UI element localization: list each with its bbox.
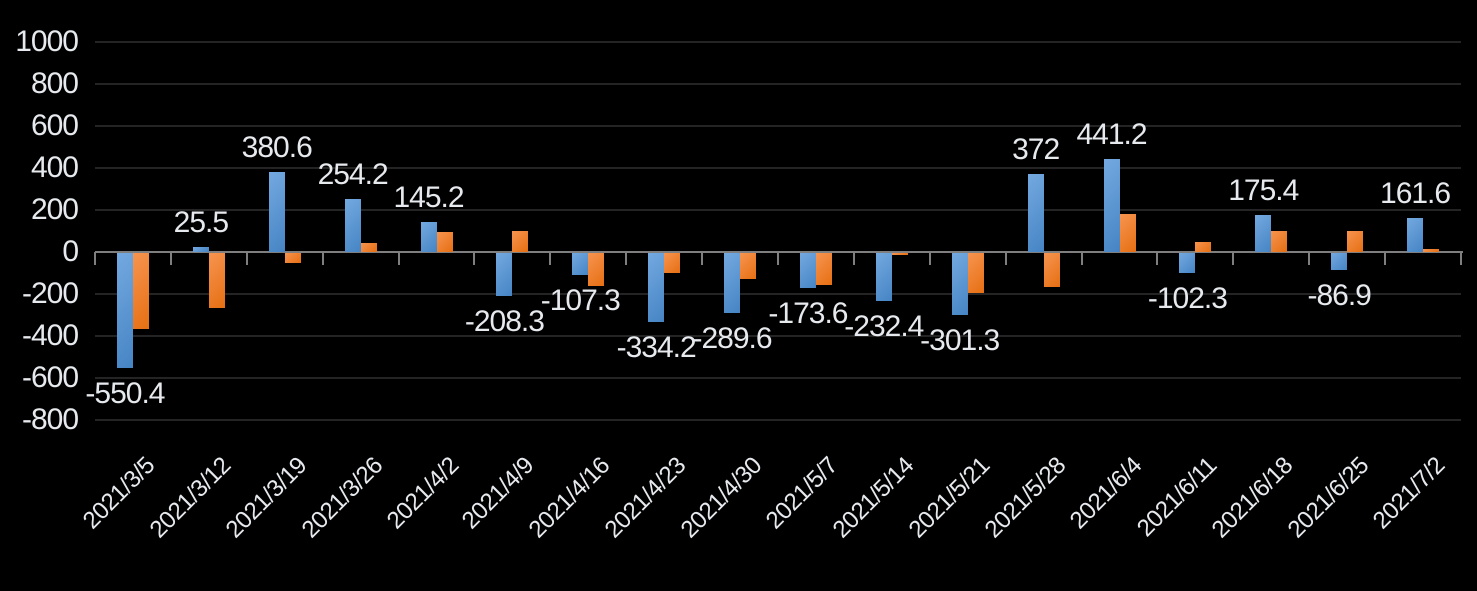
- x-axis-tick: [928, 252, 931, 265]
- bar-orange: [967, 253, 984, 293]
- bar-blue: [799, 253, 816, 289]
- y-axis-label: 200: [30, 193, 79, 226]
- gridline: [95, 419, 1461, 421]
- bar-orange: [1347, 231, 1364, 252]
- bar-orange: [664, 253, 681, 273]
- data-label: -102.3: [1147, 282, 1228, 316]
- bar-orange: [815, 253, 832, 285]
- bar-orange: [436, 232, 453, 252]
- bar-blue: [420, 221, 437, 252]
- bar-orange: [360, 242, 377, 252]
- data-label: 161.6: [1380, 177, 1451, 211]
- gridline: [95, 41, 1461, 43]
- bar-orange: [891, 253, 908, 256]
- x-axis-tick: [549, 252, 552, 265]
- bar-orange: [740, 253, 757, 280]
- gridline: [95, 335, 1461, 337]
- bar-blue: [116, 253, 133, 368]
- x-axis-line: [95, 251, 1463, 253]
- x-axis-tick: [1080, 252, 1083, 265]
- data-label: 25.5: [173, 205, 229, 239]
- bar-blue: [1027, 173, 1044, 252]
- data-label: 145.2: [393, 180, 464, 214]
- gridline: [95, 293, 1461, 295]
- x-axis-tick: [701, 252, 704, 265]
- x-axis-tick: [777, 252, 779, 265]
- bar-blue: [192, 246, 209, 252]
- data-label: -301.3: [920, 324, 1000, 358]
- y-axis-label: 1000: [15, 25, 79, 58]
- data-label: -86.9: [1307, 279, 1371, 313]
- bar-orange: [132, 253, 149, 329]
- x-axis-tick: [1460, 252, 1462, 265]
- bar-orange: [588, 253, 605, 286]
- x-axis-tick: [169, 252, 172, 265]
- x-axis-tick: [321, 252, 324, 265]
- data-label: -208.3: [464, 304, 545, 338]
- bar-orange: [1119, 214, 1136, 252]
- x-axis-tick: [1004, 252, 1007, 265]
- x-axis-tick: [245, 252, 248, 265]
- gridline: [95, 209, 1461, 211]
- bar-blue: [1103, 159, 1120, 252]
- y-axis-label: 800: [30, 67, 79, 100]
- bar-orange: [208, 253, 225, 308]
- y-axis-label: 0: [62, 235, 79, 268]
- bar-orange: [1423, 248, 1440, 252]
- x-axis-tick: [1308, 252, 1311, 265]
- bar-blue: [951, 253, 968, 316]
- gridline: [95, 83, 1461, 85]
- bar-orange: [284, 253, 301, 263]
- gridline: [95, 377, 1461, 379]
- x-axis-tick: [852, 252, 855, 265]
- bar-blue: [268, 172, 285, 252]
- data-label: -289.6: [692, 321, 773, 355]
- bar-orange: [1195, 241, 1212, 252]
- y-axis-label: 400: [30, 151, 79, 184]
- y-axis-label: -200: [21, 277, 79, 310]
- bar-blue: [572, 253, 589, 275]
- x-axis-tick: [1232, 252, 1235, 265]
- data-label: 372: [1012, 132, 1060, 166]
- bar-blue: [496, 253, 513, 296]
- bar-blue: [648, 253, 665, 323]
- x-axis-tick: [397, 252, 400, 265]
- gridline: [95, 125, 1461, 127]
- bar-blue: [1255, 215, 1272, 252]
- bar-blue: [344, 198, 361, 252]
- bar-orange: [1271, 231, 1288, 252]
- data-label: 254.2: [317, 157, 389, 191]
- x-axis-tick: [1156, 252, 1159, 265]
- data-label: -550.4: [85, 376, 165, 410]
- gridline: [95, 167, 1461, 169]
- bar-blue: [1331, 253, 1348, 271]
- y-axis-label: -800: [21, 403, 79, 436]
- y-axis-label: 600: [30, 109, 79, 142]
- bar-blue: [724, 253, 741, 313]
- bar-orange: [512, 231, 529, 252]
- x-axis-tick: [94, 252, 96, 265]
- data-label: -334.2: [616, 331, 697, 365]
- data-label: -107.3: [540, 283, 621, 317]
- x-axis-tick: [625, 252, 628, 265]
- y-axis-label: -600: [21, 361, 79, 394]
- data-label: 380.6: [241, 131, 313, 165]
- x-axis-tick: [1384, 252, 1387, 265]
- data-label: 441.2: [1076, 118, 1147, 152]
- bar-blue: [1179, 253, 1196, 274]
- y-axis-label: -400: [21, 319, 79, 352]
- bar-orange: [1043, 253, 1060, 287]
- bar-blue: [875, 253, 892, 301]
- data-label: -173.6: [768, 297, 848, 331]
- data-label: -232.4: [844, 309, 924, 343]
- bar-blue: [1407, 218, 1424, 252]
- x-axis-tick: [473, 252, 476, 265]
- data-label: 175.4: [1228, 174, 1299, 208]
